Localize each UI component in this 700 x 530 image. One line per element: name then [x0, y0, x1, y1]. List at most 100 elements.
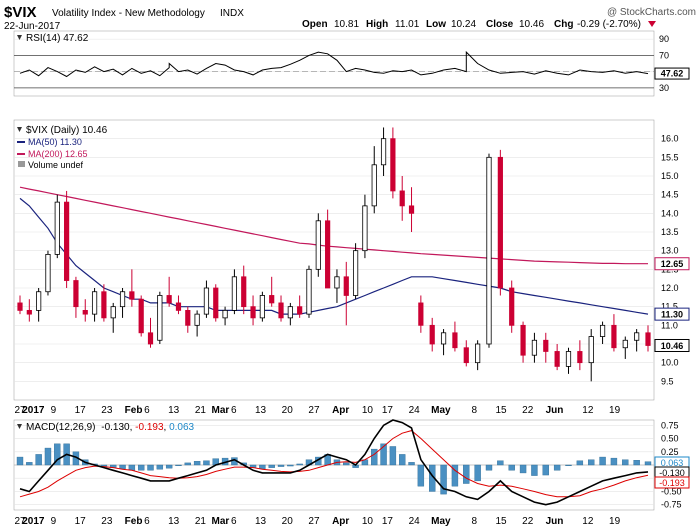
- date-axis-label: 13: [255, 405, 267, 416]
- date-axis-label: 2017: [22, 516, 45, 527]
- date-axis-label: 13: [168, 516, 180, 527]
- macd-histogram-bar: [508, 464, 515, 471]
- candle-body: [119, 291, 126, 308]
- candle-body: [440, 332, 447, 345]
- candle-body: [64, 201, 70, 281]
- volume-legend-swatch: [18, 161, 25, 167]
- date-axis-label: 19: [609, 405, 621, 416]
- chart-date: 22-Jun-2017: [4, 21, 61, 32]
- rsi-badge: 47.62: [654, 67, 690, 80]
- macd-histogram-bar: [485, 464, 493, 471]
- macd-histogram-bar: [147, 464, 154, 471]
- date-axis-label: Apr: [332, 516, 349, 527]
- date-axis-label: 17: [75, 516, 87, 527]
- close-value: 10.46: [519, 19, 544, 30]
- macd-histogram-bar: [399, 454, 406, 466]
- hist-legend-value: 0.063: [169, 422, 194, 433]
- macd-histogram-bar: [440, 464, 447, 495]
- candle-body: [36, 291, 42, 311]
- price-frame: [13, 119, 655, 401]
- candle-body: [645, 332, 651, 346]
- macd-histogram-bar: [417, 464, 425, 487]
- price-tick-label: 15.5: [661, 152, 679, 162]
- macd-histogram-bar: [277, 464, 285, 467]
- macd-histogram-bar: [371, 448, 378, 466]
- candle-body: [54, 201, 60, 255]
- candle-body: [634, 332, 640, 341]
- candle-body: [565, 351, 572, 367]
- rsi-line: [19, 50, 649, 78]
- macd-legend-value: -0.130: [101, 422, 130, 433]
- macd-badge-value: -0.193: [659, 478, 685, 488]
- date-axis-label: 22: [522, 405, 534, 416]
- candle-body: [371, 164, 377, 207]
- date-axis-label: 23: [101, 405, 113, 416]
- macd-histogram-bar: [119, 464, 126, 469]
- candlesticks: [17, 127, 651, 382]
- macd-histogram-bar: [380, 443, 387, 466]
- candle-body: [147, 332, 154, 345]
- price-badge-value: 10.46: [661, 341, 684, 351]
- candle-body: [82, 309, 88, 315]
- macd-histogram-bar: [474, 464, 481, 482]
- macd-histogram-bar: [542, 464, 549, 476]
- macd-badge-box: [654, 476, 690, 489]
- candle-body: [45, 253, 51, 293]
- macd-histogram-bar: [165, 464, 173, 469]
- ma50-line: [19, 197, 649, 315]
- candle-body: [599, 324, 606, 337]
- macd-histogram-bar: [553, 464, 561, 471]
- macd-panel: 0.750.500.250.00-0.25-0.50-0.75 MACD(12,…: [13, 419, 690, 511]
- date-axis-label: 6: [144, 405, 150, 416]
- macd-histogram-bar: [184, 462, 191, 466]
- candle-body: [306, 268, 312, 315]
- date-axis-label: 21: [195, 405, 207, 416]
- price-badge-box: [654, 307, 690, 321]
- candle-body: [334, 276, 340, 289]
- macd-histogram-bar: [463, 464, 470, 484]
- macd-histogram-bar: [203, 460, 210, 466]
- candle-body: [399, 190, 405, 207]
- date-axis-label: 6: [144, 516, 150, 527]
- candle-body: [418, 302, 424, 326]
- date-axis-label: 13: [255, 516, 267, 527]
- rsi-axis-ticks: 90705030: [659, 34, 669, 93]
- date-axis-label: 10: [362, 516, 374, 527]
- triangle-icon: [17, 424, 22, 429]
- macd-histogram-bar: [287, 464, 294, 467]
- macd-histogram-bar: [16, 456, 24, 466]
- candle-body: [325, 220, 331, 289]
- instrument-name: Volatility Index - New Methodology: [52, 8, 205, 19]
- macd-histogram-bar: [519, 464, 527, 474]
- date-axis-label: Jun: [546, 405, 564, 416]
- candle-body: [486, 156, 492, 345]
- date-axis-label: 20: [282, 516, 294, 527]
- date-axis-label: 12: [582, 405, 594, 416]
- macd-badge: -0.130: [654, 466, 690, 479]
- macd-line: [19, 419, 649, 506]
- ma200-legend-text: MA(200) 12.65: [28, 149, 88, 159]
- macd-histogram-bar: [644, 461, 652, 466]
- exchange-name: INDX: [220, 8, 244, 19]
- candle-body: [588, 336, 594, 364]
- candle-body: [380, 138, 387, 166]
- macd-tick-label: -0.75: [661, 500, 682, 510]
- date-axis-label: 21: [195, 516, 207, 527]
- macd-histogram-bar: [389, 446, 397, 466]
- candle-body: [166, 295, 172, 304]
- price-tick-label: 14.0: [661, 208, 679, 218]
- price-legend: $VIX (Daily) 10.46 MA(50) 11.30 MA(200) …: [17, 125, 108, 170]
- candle-body: [259, 295, 265, 319]
- candle-body: [157, 295, 163, 341]
- candle-body: [278, 302, 284, 319]
- triangle-icon: [17, 35, 22, 40]
- date-axis-label: May: [431, 516, 451, 527]
- candle-body: [222, 309, 228, 319]
- rsi-legend-text: RSI(14) 47.62: [26, 33, 89, 44]
- date-axis-label: 15: [495, 516, 507, 527]
- rsi-legend: RSI(14) 47.62: [17, 33, 89, 44]
- macd-histogram-bar: [26, 462, 33, 466]
- ohlc-summary: Open 10.81 High 11.01 Low 10.24 Close 10…: [302, 19, 656, 30]
- date-axis-label: Mar: [212, 405, 230, 416]
